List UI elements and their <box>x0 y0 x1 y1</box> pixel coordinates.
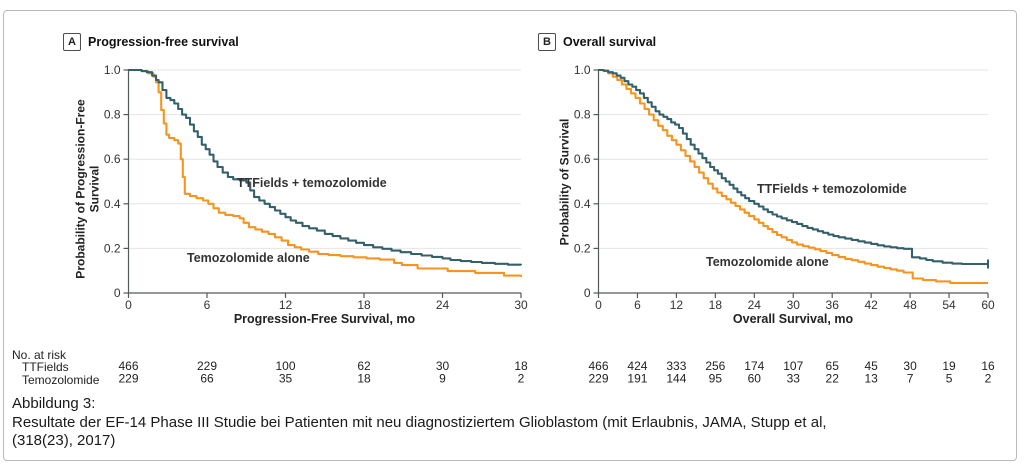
at-risk-value: 65 <box>826 359 840 373</box>
at-risk-value: 33 <box>787 372 801 386</box>
at-risk-value: 333 <box>666 359 686 373</box>
at-risk-value: 107 <box>783 359 803 373</box>
y-tick-label: 0.4 <box>574 197 591 211</box>
y-tick-label: 0.6 <box>574 152 591 166</box>
survival-curve-ttfields <box>128 68 523 266</box>
at-risk-value: 30 <box>903 359 917 373</box>
at-risk-value: 424 <box>627 359 647 373</box>
figure-caption: Abbildung 3: Resultate der EF-14 Phase I… <box>12 395 827 451</box>
panel-b-title: Overall survival <box>563 35 657 49</box>
survival-curve-temozolomide <box>128 68 523 277</box>
at-risk-value: 466 <box>588 359 608 373</box>
at-risk-value: 144 <box>666 372 686 386</box>
panel-b-header: B Overall survival <box>538 33 656 51</box>
at-risk-value: 13 <box>864 372 878 386</box>
at-risk-value: 5 <box>946 372 953 386</box>
x-tick-label: 54 <box>942 298 956 312</box>
at-risk-row-label-temozolomide: Temozolomide <box>22 372 100 387</box>
panel-b-temozolomide-curve-label: Temozolomide alone <box>706 255 829 269</box>
at-risk-value: 229 <box>197 359 217 373</box>
at-risk-value: 18 <box>514 359 528 373</box>
y-tick-label: 0.8 <box>104 108 121 122</box>
at-risk-value: 174 <box>744 359 764 373</box>
y-tick-label: 1.0 <box>574 63 591 77</box>
x-tick-label: 12 <box>279 298 293 312</box>
panel-a-temozolomide-curve-label: Temozolomide alone <box>187 251 310 265</box>
at-risk-value: 191 <box>627 372 647 386</box>
panel-a-y-axis-label: Probability of Progression-Free Survival <box>73 98 101 279</box>
at-risk-value: 100 <box>275 359 295 373</box>
x-tick-label: 24 <box>436 298 450 312</box>
caption-line1: Resultate der EF-14 Phase III Studie bei… <box>12 413 827 431</box>
at-risk-header: No. at risk <box>12 348 67 362</box>
panel-a-ttfields-curve-label: TTFields + temozolomide <box>237 176 387 190</box>
at-risk-value: 45 <box>864 359 878 373</box>
panel-a-header: A Progression-free survival <box>63 33 239 51</box>
y-tick-label: 0.2 <box>574 241 591 255</box>
at-risk-value: 18 <box>357 372 371 386</box>
y-tick-label: 0.8 <box>574 108 591 122</box>
x-tick-label: 24 <box>748 298 762 312</box>
panel-b-y-axis-label: Probability of Survival <box>557 118 571 245</box>
y-tick-label: 0.2 <box>104 241 121 255</box>
panel-a-x-axis-label: Progression-Free Survival, mo <box>233 312 416 326</box>
panel-a-title: Progression-free survival <box>88 35 239 49</box>
at-risk-value: 229 <box>118 372 138 386</box>
at-risk-value: 7 <box>907 372 914 386</box>
at-risk-value: 2 <box>985 372 992 386</box>
at-risk-value: 16 <box>981 359 995 373</box>
y-tick-label: 0.6 <box>104 152 121 166</box>
panel-a-letter-box: A <box>63 33 81 51</box>
at-risk-value: 256 <box>705 359 725 373</box>
y-tick-label: 0 <box>114 286 121 300</box>
survival-curve-ttfields <box>598 68 988 266</box>
x-tick-label: 6 <box>204 298 211 312</box>
y-tick-label: 0.4 <box>104 197 121 211</box>
x-tick-label: 42 <box>864 298 878 312</box>
at-risk-value: 9 <box>439 372 446 386</box>
x-tick-label: 0 <box>125 298 132 312</box>
survival-curve-temozolomide <box>598 68 988 285</box>
panel-b-letter-box: B <box>538 33 556 51</box>
y-tick-label: 1.0 <box>104 63 121 77</box>
panel-b-ttfields-curve-label: TTFields + temozolomide <box>757 182 907 196</box>
at-risk-row-label-ttfields: TTFields <box>22 360 69 374</box>
x-tick-label: 30 <box>514 298 528 312</box>
at-risk-value: 19 <box>942 359 956 373</box>
at-risk-value: 2 <box>518 372 525 386</box>
x-tick-label: 60 <box>981 298 995 312</box>
panel-b-x-axis-label: Overall Survival, mo <box>732 312 854 326</box>
at-risk-value: 62 <box>357 359 371 373</box>
at-risk-value: 60 <box>748 372 762 386</box>
y-tick-label: 0 <box>584 286 591 300</box>
caption-title: Abbildung 3: <box>12 395 96 412</box>
at-risk-value: 22 <box>826 372 840 386</box>
at-risk-value: 35 <box>279 372 293 386</box>
x-tick-label: 48 <box>903 298 917 312</box>
x-tick-label: 18 <box>357 298 371 312</box>
x-tick-label: 30 <box>787 298 801 312</box>
at-risk-value: 229 <box>588 372 608 386</box>
x-tick-label: 6 <box>634 298 641 312</box>
at-risk-value: 466 <box>118 359 138 373</box>
x-tick-label: 12 <box>670 298 684 312</box>
at-risk-value: 95 <box>709 372 723 386</box>
at-risk-value: 66 <box>200 372 214 386</box>
at-risk-value: 30 <box>436 359 450 373</box>
x-tick-label: 36 <box>826 298 840 312</box>
caption-line2: (318(23), 2017) <box>12 432 116 450</box>
figure-frame <box>3 10 1017 461</box>
x-tick-label: 18 <box>709 298 723 312</box>
x-tick-label: 0 <box>595 298 602 312</box>
